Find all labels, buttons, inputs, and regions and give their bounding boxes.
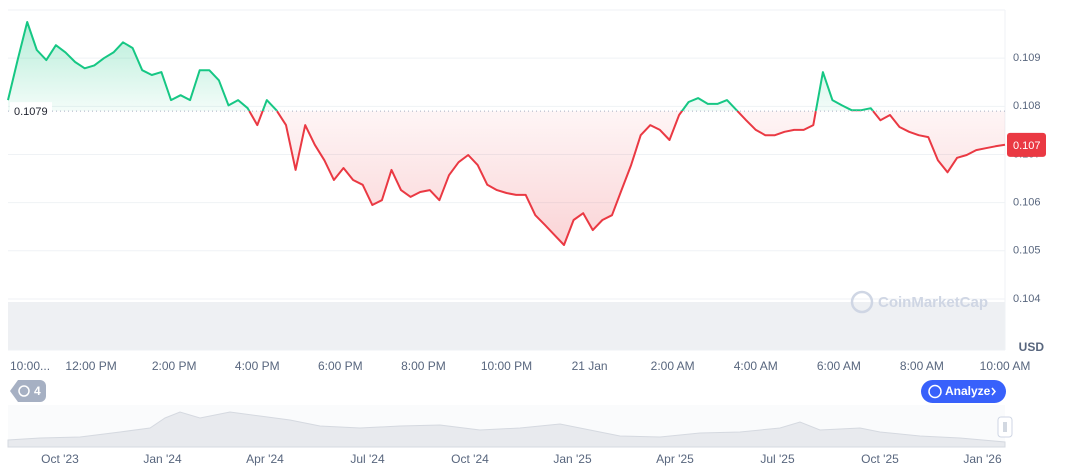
navigator-handle[interactable] [997, 416, 1013, 438]
baseline-label: 0.1079 [14, 106, 48, 118]
watermark-logo [850, 290, 874, 314]
analyze-icon [928, 384, 942, 399]
indicator-badge[interactable]: 4 [10, 380, 46, 402]
x-tick-label: 21 Jan [572, 359, 608, 373]
x-tick-label: 2:00 PM [152, 359, 197, 373]
navigator-label: Oct '23 [41, 452, 79, 466]
x-tick-label: 6:00 PM [318, 359, 363, 373]
navigator-label: Oct '24 [451, 452, 489, 466]
price-badge-label: 0.107 [1013, 140, 1041, 152]
watermark-text: CoinMarketCap [878, 294, 988, 311]
navigator-label: Oct '25 [861, 452, 899, 466]
navigator-area [7, 411, 1006, 448]
indicator-count[interactable]: 4 [34, 384, 41, 398]
badge-bg[interactable] [10, 380, 46, 402]
analyze-bg[interactable] [921, 380, 1006, 403]
navigator-label: Jul '24 [350, 452, 385, 466]
analyze-button[interactable]: Analyze [921, 380, 1006, 403]
x-tick-label: 4:00 AM [734, 359, 778, 373]
watermark: CoinMarketCap [850, 290, 988, 314]
price-line [7, 21, 1006, 246]
y-tick-label: 0.109 [1013, 52, 1041, 64]
x-tick-label: 4:00 PM [235, 359, 280, 373]
navigator-label: Apr '24 [246, 452, 284, 466]
y-axis-label: USD [1019, 340, 1045, 354]
y-tick-label: 0.106 [1013, 197, 1041, 209]
chevron [991, 387, 996, 396]
history-icon [18, 385, 30, 397]
navigator-label: Jan '26 [963, 452, 1002, 466]
area-fill [8, 22, 1005, 245]
navigator-label: Jul '25 [760, 452, 795, 466]
x-tick-label: 8:00 PM [401, 359, 446, 373]
x-tick-label: 10:00 AM [980, 359, 1031, 373]
price-badge [1007, 132, 1046, 157]
x-tick-label: 2:00 AM [651, 359, 695, 373]
navigator-label: Jan '25 [553, 452, 592, 466]
x-tick-label: 6:00 AM [817, 359, 861, 373]
x-tick-label: 12:00 PM [65, 359, 116, 373]
x-tick-label: 10:00 PM [481, 359, 532, 373]
analyze-label[interactable]: Analyze [945, 384, 991, 398]
navigator[interactable] [7, 405, 1013, 448]
y-tick-label: 0.108 [1013, 100, 1041, 112]
y-tick-label: 0.104 [1013, 293, 1041, 305]
x-tick-label: 8:00 AM [900, 359, 944, 373]
navigator-label: Jan '24 [143, 452, 182, 466]
volume-band [8, 302, 1005, 350]
y-tick-label: 0.105 [1013, 245, 1041, 257]
baseline-label-bg [10, 102, 52, 121]
plot [7, 21, 1006, 300]
navigator-label: Apr '25 [656, 452, 694, 466]
x-tick-label: 10:00... [10, 359, 50, 373]
